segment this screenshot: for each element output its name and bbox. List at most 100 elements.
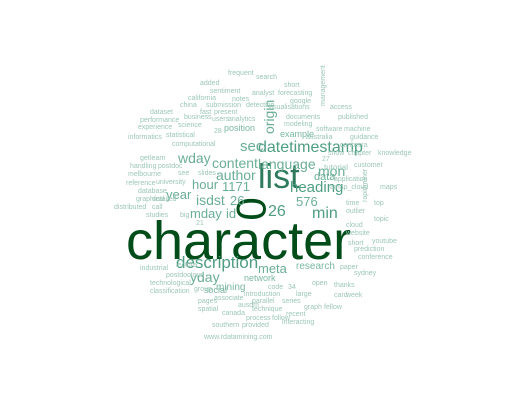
word-n26a: 26 xyxy=(230,193,245,208)
word-n1171: 1171 xyxy=(222,179,250,194)
word-show: show xyxy=(328,150,345,157)
word-introduction: introduction xyxy=(244,291,281,298)
word-forecasting: forecasting xyxy=(278,90,313,97)
word-example: example xyxy=(280,129,315,139)
word-published: published xyxy=(338,114,368,121)
word-analyst: analyst xyxy=(252,90,275,97)
word-learn: learn xyxy=(150,155,166,162)
word-southern: southern xyxy=(212,322,240,329)
word-card: card xyxy=(334,292,348,299)
word-search: search xyxy=(256,74,278,81)
word-mining: mining xyxy=(216,282,246,293)
word-group: group xyxy=(194,286,212,293)
word-n28: 28 xyxy=(214,128,222,135)
word-data: data xyxy=(314,171,336,183)
word-california: california xyxy=(188,95,217,102)
word-series: series xyxy=(282,298,301,305)
word-datetimestamp: datetimestamp xyxy=(258,139,363,156)
word-detection: detection xyxy=(246,102,275,109)
word-recent: recent xyxy=(286,311,306,318)
word-documents: documents xyxy=(286,114,321,121)
word-canada: canada xyxy=(222,310,245,317)
word-amap-cloud: amap_cloud xyxy=(330,184,369,191)
word-time: time xyxy=(346,200,360,207)
word-character: character xyxy=(126,211,352,271)
word-social: social xyxy=(204,285,228,295)
word-provided: provided xyxy=(242,322,269,329)
word-sec: sec xyxy=(240,138,264,155)
word-lecture: lecture xyxy=(176,262,198,269)
word-detailed: detailed xyxy=(152,196,177,203)
word-code: code xyxy=(268,284,284,291)
word-thanks: thanks xyxy=(334,282,355,289)
word-author: author xyxy=(216,167,256,183)
word-outlier: outlier xyxy=(346,208,366,215)
word-industrial: industrial xyxy=(140,265,169,272)
word-url: www.rdatamining.com xyxy=(204,334,273,341)
word-short2: short xyxy=(348,240,364,247)
word-canberra: canberra xyxy=(340,142,368,149)
word-university: university xyxy=(156,179,186,186)
word-postdoctoral: postdoctoral xyxy=(166,272,205,279)
word-distributed: distributed xyxy=(114,204,147,211)
word-dataset: dataset xyxy=(150,109,173,116)
word-submission: submission xyxy=(206,102,242,109)
word-machine: machine xyxy=(344,126,371,133)
word-technique: technique xyxy=(252,306,283,313)
word-isdst: isdst xyxy=(196,192,225,208)
word-experience: experience xyxy=(138,124,173,131)
word-spatial: spatial xyxy=(198,306,219,313)
word-website: website xyxy=(346,230,370,237)
word-application: application xyxy=(334,176,368,183)
word-call: call xyxy=(152,204,163,211)
word-topic: topic xyxy=(374,216,389,223)
word-modeling: modeling xyxy=(284,121,313,128)
word-conference: conference xyxy=(358,254,393,261)
word-visualisations: visualisations xyxy=(268,104,310,111)
word-open: open xyxy=(312,280,328,287)
word-studies: studies xyxy=(146,212,169,219)
word-list: list xyxy=(258,158,300,196)
word-research: research xyxy=(296,261,335,272)
word-science: science xyxy=(178,122,202,129)
word-description: description xyxy=(176,253,259,272)
word-technological: technological xyxy=(150,280,191,287)
word-mday: mday xyxy=(190,206,222,221)
word-customer: customer xyxy=(354,162,383,169)
word-performance: performance xyxy=(140,117,180,124)
word-pages: pages xyxy=(198,298,218,305)
word-statistical: statistical xyxy=(166,132,195,139)
word-large: large xyxy=(296,291,312,298)
word-n21: 21 xyxy=(196,220,204,227)
word-business: business xyxy=(184,114,212,121)
word-database: database xyxy=(138,188,167,195)
word-language: language xyxy=(258,156,316,172)
word-postdoc: postdoc xyxy=(158,163,183,170)
word-heading: heading xyxy=(290,179,344,196)
word-short: short xyxy=(284,82,300,89)
word-n34: 34 xyxy=(288,284,296,291)
word-parallel: parallel xyxy=(252,298,275,305)
word-added: added xyxy=(200,80,220,87)
word-classification: classification xyxy=(150,288,190,295)
word-process: process xyxy=(246,315,271,322)
word-see: see xyxy=(178,170,190,177)
word-australia: australia xyxy=(306,134,333,141)
word-yday: yday xyxy=(190,269,220,285)
word-melbourne: melbourne xyxy=(128,171,162,178)
word-management: management xyxy=(320,65,327,106)
word-informatics: informatics xyxy=(128,134,162,141)
word-sentiment: sentiment xyxy=(210,88,241,95)
word-software: software xyxy=(316,126,343,133)
word-min: min xyxy=(312,205,338,222)
word-access: access xyxy=(330,104,352,111)
word-knowledge: knowledge xyxy=(378,150,412,157)
word-analytics: analytics xyxy=(228,116,256,123)
word-rapidminer: rapidminer xyxy=(362,168,369,202)
word-paper: paper xyxy=(340,264,358,271)
word-cloud: cloud xyxy=(346,222,363,229)
word-fast: fast xyxy=(200,109,212,116)
word-network: network xyxy=(244,273,276,283)
word-hour: hour xyxy=(192,177,219,192)
